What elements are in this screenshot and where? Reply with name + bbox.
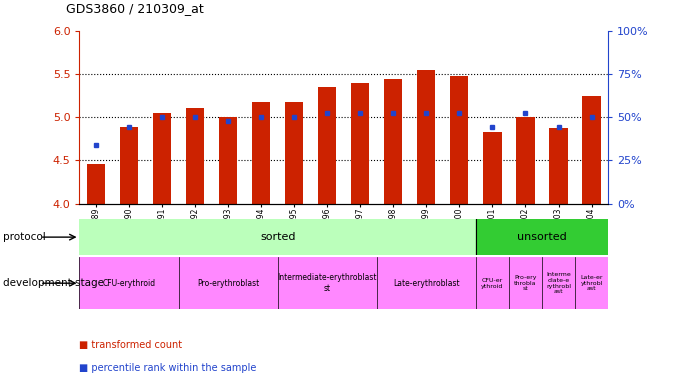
Bar [417, 70, 435, 204]
Text: sorted: sorted [260, 232, 296, 242]
Bar [583, 96, 600, 204]
Bar [120, 127, 138, 204]
Bar [219, 117, 237, 204]
Text: Interme
diate-e
rythrobl
ast: Interme diate-e rythrobl ast [546, 272, 571, 295]
Text: Pro-ery
throbla
st: Pro-ery throbla st [514, 275, 537, 291]
Bar [87, 164, 105, 204]
Bar [451, 76, 468, 204]
Bar [79, 257, 178, 309]
Bar [542, 257, 575, 309]
Text: Late-er
ythrobl
ast: Late-er ythrobl ast [580, 275, 603, 291]
Bar [178, 257, 278, 309]
Bar [575, 257, 608, 309]
Bar [79, 219, 476, 255]
Bar [377, 257, 476, 309]
Bar [516, 117, 535, 204]
Text: CFU-er
ythroid: CFU-er ythroid [481, 278, 504, 289]
Text: Intermediate-erythroblast
st: Intermediate-erythroblast st [278, 273, 377, 293]
Bar [384, 79, 402, 204]
Text: GDS3860 / 210309_at: GDS3860 / 210309_at [66, 2, 203, 15]
Text: Late-erythroblast: Late-erythroblast [393, 279, 460, 288]
Text: Pro-erythroblast: Pro-erythroblast [197, 279, 259, 288]
Bar [318, 87, 337, 204]
Text: protocol: protocol [3, 232, 46, 242]
Bar [252, 101, 270, 204]
Text: ■ percentile rank within the sample: ■ percentile rank within the sample [79, 363, 257, 373]
Text: development stage: development stage [3, 278, 104, 288]
Bar [351, 83, 370, 204]
Bar [484, 132, 502, 204]
Text: CFU-erythroid: CFU-erythroid [102, 279, 155, 288]
Bar [285, 101, 303, 204]
Bar [549, 128, 567, 204]
Bar [509, 257, 542, 309]
Bar [278, 257, 377, 309]
Bar [186, 109, 204, 204]
Text: ■ transformed count: ■ transformed count [79, 340, 182, 350]
Bar [153, 113, 171, 204]
Text: unsorted: unsorted [517, 232, 567, 242]
Bar [476, 219, 608, 255]
Bar [476, 257, 509, 309]
